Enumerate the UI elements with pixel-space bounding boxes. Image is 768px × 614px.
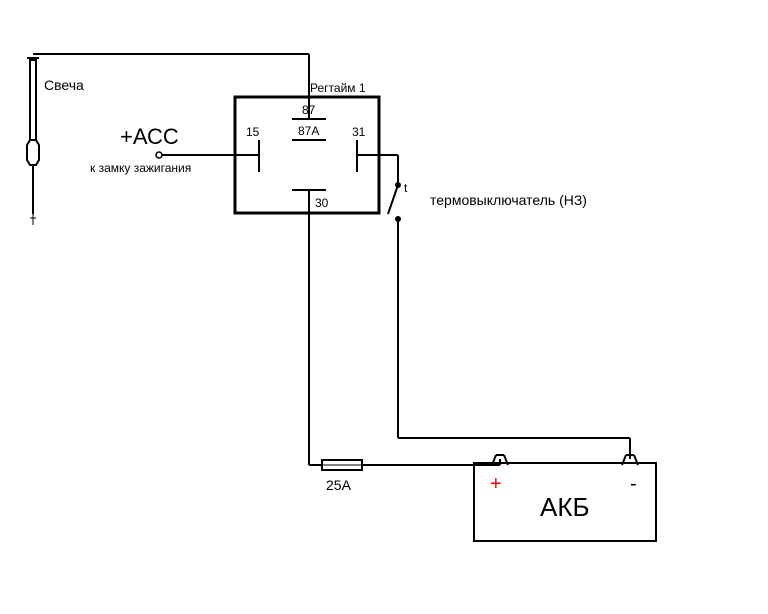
label-akb: АКБ [540,492,590,522]
label-akb-minus: - [630,473,637,495]
pin-15 [235,140,259,172]
label-87: 87 [302,103,316,117]
spark-plug [27,58,39,225]
label-31: 31 [352,125,366,139]
label-acc: +АСС [120,124,179,149]
label-15: 15 [246,125,260,139]
label-svecha: Свеча [44,77,84,93]
label-t: t [404,181,408,195]
label-regtime: Регтайм 1 [310,81,366,95]
label-fuse: 25А [326,477,352,493]
acc-node [156,152,162,158]
label-akb-plus: + [490,473,502,495]
label-87a: 87A [298,124,319,138]
label-30: 30 [315,196,329,210]
label-thermo: термовыключатель (НЗ) [430,192,587,208]
label-acc-sub: к замку зажигания [90,161,191,175]
pin-31 [357,140,379,172]
thermo-switch [388,182,401,222]
